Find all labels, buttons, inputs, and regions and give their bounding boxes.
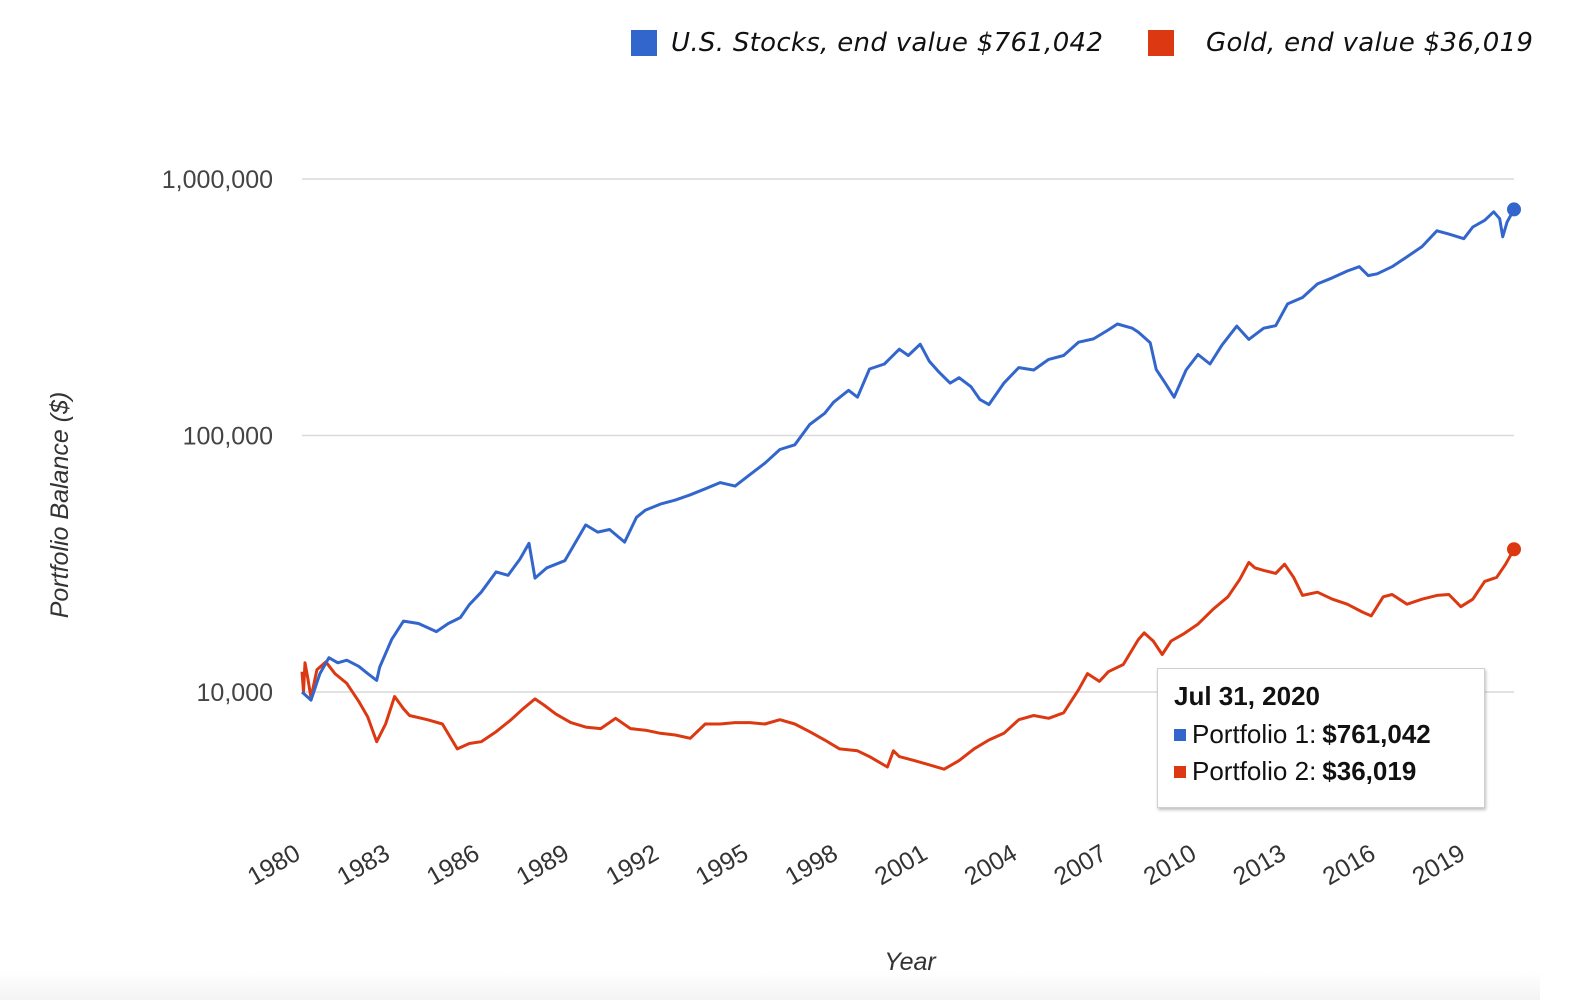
x-tick-label: 1983 [332, 839, 394, 891]
legend-swatch-gold [1148, 30, 1174, 56]
tooltip-value-portfolio-2: $36,019 [1322, 756, 1417, 786]
x-tick-label: 2013 [1228, 839, 1290, 891]
tooltip-row-portfolio-1: Portfolio 1: $761,042 [1174, 716, 1468, 753]
tooltip-label-portfolio-2: Portfolio 2: [1192, 756, 1317, 786]
tooltip-label-portfolio-1: Portfolio 1: [1192, 719, 1317, 749]
end-point-gold[interactable] [1507, 542, 1521, 557]
tooltip-row-portfolio-2: Portfolio 2: $36,019 [1174, 753, 1468, 790]
x-axis-ticks: 1980 1983 1986 1989 1992 1995 1998 2001 2004 2007… [243, 839, 1470, 891]
series-line-gold[interactable] [300, 548, 1516, 771]
x-tick-label: 2001 [870, 839, 932, 891]
tooltip-swatch-portfolio-2 [1174, 765, 1186, 778]
legend-swatch-us-stocks [631, 30, 657, 56]
x-tick-label: 2016 [1318, 839, 1380, 891]
y-axis-ticks: 1,000,000 100,000 10,000 [162, 166, 273, 707]
y-tick-label: 100,000 [183, 423, 273, 451]
page-bottom-edge [0, 972, 1540, 1000]
x-tick-label: 2007 [1049, 839, 1111, 891]
tooltip-swatch-portfolio-1 [1174, 728, 1186, 741]
end-point-u-s-stocks[interactable] [1507, 202, 1521, 217]
y-tick-label: 1,000,000 [162, 166, 273, 194]
chart-legend: U.S. Stocks, end value $761,042 Gold, en… [0, 28, 1575, 68]
x-tick-label: 1992 [601, 839, 663, 891]
tooltip-value-portfolio-1: $761,042 [1322, 719, 1431, 749]
legend-item-us-stocks[interactable]: U.S. Stocks, end value $761,042 [631, 28, 1103, 58]
chart-tooltip: Jul 31, 2020 Portfolio 1: $761,042 Portf… [1157, 668, 1485, 808]
x-tick-label: 2004 [960, 839, 1022, 891]
x-tick-label: 2019 [1408, 839, 1470, 891]
legend-label-gold: Gold, end value $36,019 [1206, 28, 1534, 58]
x-tick-label: 2010 [1139, 839, 1201, 891]
x-tick-label: 1980 [243, 839, 305, 891]
gridlines [302, 178, 1514, 693]
tooltip-date: Jul 31, 2020 [1174, 681, 1320, 711]
x-axis-title: Year [884, 948, 937, 976]
series-lines [300, 202, 1521, 771]
x-tick-label: 1986 [422, 839, 484, 891]
legend-item-gold[interactable]: Gold, end value $36,019 [1148, 28, 1533, 58]
x-tick-label: 1989 [512, 839, 574, 891]
y-axis-title: Portfolio Balance ($) [46, 392, 74, 619]
series-line-u-s-stocks[interactable] [300, 208, 1516, 702]
x-tick-label: 1995 [691, 839, 753, 891]
x-tick-label: 1998 [780, 839, 842, 891]
y-tick-label: 10,000 [197, 679, 273, 707]
legend-label-us-stocks: U.S. Stocks, end value $761,042 [671, 28, 1104, 58]
